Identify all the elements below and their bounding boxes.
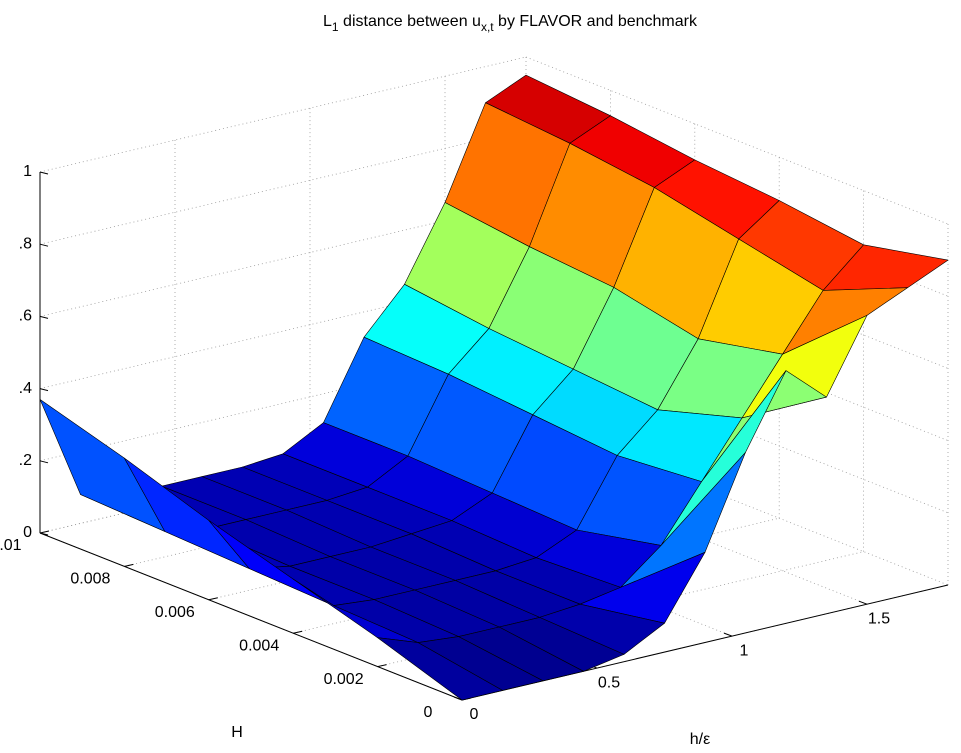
z-tick-label: .4 bbox=[19, 380, 32, 397]
surface-patch bbox=[377, 637, 503, 701]
x-tick bbox=[858, 600, 868, 605]
y-axis-label: H bbox=[231, 724, 243, 741]
z-tick bbox=[39, 460, 49, 464]
y-tick-label: 0.006 bbox=[155, 604, 195, 621]
x-tick bbox=[723, 632, 733, 637]
z-tick bbox=[39, 243, 49, 247]
x-tick-label: 0 bbox=[470, 706, 479, 723]
x-tick-label: 1 bbox=[740, 642, 749, 659]
z-tick-label: 0 bbox=[23, 524, 32, 541]
z-tick-label: 1 bbox=[23, 163, 32, 180]
x-tick bbox=[453, 696, 463, 701]
y-tick bbox=[377, 664, 387, 668]
y-tick-label: 0 bbox=[424, 704, 433, 721]
y-tick-label: 0.01 bbox=[0, 537, 22, 554]
y-tick bbox=[208, 597, 218, 601]
y-tick bbox=[293, 630, 303, 634]
surface-patch bbox=[39, 399, 166, 532]
title-subscript: x,t bbox=[481, 20, 494, 34]
y-axis bbox=[39, 532, 463, 701]
y-tick bbox=[124, 563, 134, 567]
z-tick bbox=[39, 532, 49, 536]
x-axis-label: h/ε bbox=[690, 731, 710, 748]
z-tick-label: .2 bbox=[19, 452, 32, 469]
z-tick bbox=[39, 315, 49, 319]
title-subscript: 1 bbox=[332, 20, 339, 34]
title-text: by FLAVOR and benchmark bbox=[494, 13, 698, 30]
grid-line bbox=[39, 56, 527, 173]
y-tick-label: 0.002 bbox=[324, 671, 364, 688]
z-tick bbox=[39, 388, 49, 392]
title-text: distance between u bbox=[339, 13, 481, 30]
title-text: L bbox=[323, 13, 332, 30]
chart-title: L1 distance between ux,t by FLAVOR and b… bbox=[323, 13, 698, 34]
x-tick-label: 1.5 bbox=[868, 610, 890, 627]
y-tick-label: 0.008 bbox=[70, 571, 110, 588]
z-tick-label: .8 bbox=[19, 235, 32, 252]
z-tick bbox=[39, 171, 49, 175]
y-tick-label: 0.004 bbox=[239, 637, 279, 654]
x-tick-label: 0.5 bbox=[598, 674, 620, 691]
y-tick bbox=[39, 530, 50, 534]
grid-line bbox=[377, 551, 864, 667]
z-tick-label: .6 bbox=[19, 308, 32, 325]
